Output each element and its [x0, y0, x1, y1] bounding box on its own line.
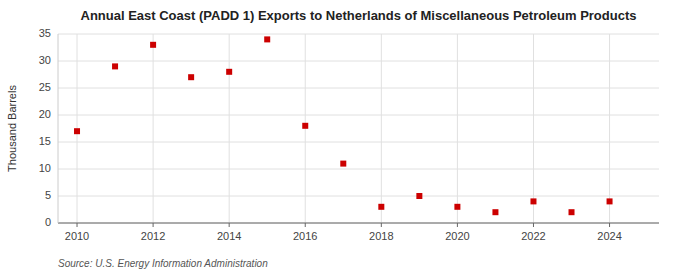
point	[264, 36, 270, 42]
x-tick	[381, 223, 382, 227]
y-grid-line	[58, 223, 659, 224]
x-tick-label: 2022	[521, 230, 545, 242]
x-tick	[533, 223, 534, 227]
x-axis-line	[58, 223, 659, 224]
x-tick-label: 2010	[65, 230, 89, 242]
y-grid-line	[58, 196, 659, 197]
x-grid-line	[153, 34, 154, 223]
y-axis-line	[58, 34, 59, 223]
y-tick-label: 15	[39, 135, 51, 147]
point	[454, 204, 460, 210]
point	[378, 204, 384, 210]
title: Annual East Coast (PADD 1) Exports to Ne…	[81, 8, 637, 23]
point	[188, 74, 194, 80]
y-grid-line	[58, 142, 659, 143]
source: Source: U.S. Energy Information Administ…	[58, 258, 268, 269]
point	[607, 198, 613, 204]
x-tick-label: 2016	[293, 230, 317, 242]
points	[74, 36, 613, 215]
y-grid-line	[58, 169, 659, 170]
x-grid-line	[457, 34, 458, 223]
point	[74, 128, 80, 134]
point	[492, 209, 498, 215]
x-grid-line	[533, 34, 534, 223]
y-tick-label: 25	[39, 81, 51, 93]
point	[569, 209, 575, 215]
x-tick-label: 2018	[369, 230, 393, 242]
point	[340, 161, 346, 167]
y-tick-label: 35	[39, 27, 51, 39]
grid	[58, 34, 659, 223]
x-tick-label: 2024	[597, 230, 621, 242]
x-tick	[457, 223, 458, 227]
y-grid-line	[58, 34, 659, 35]
x-tick	[609, 223, 610, 227]
x-tick	[229, 223, 230, 227]
x-grid-line	[229, 34, 230, 223]
point	[302, 123, 308, 129]
y-tick-label: 0	[45, 216, 51, 228]
x-tick-label: 2020	[445, 230, 469, 242]
point	[416, 193, 422, 199]
y-tick-label: 10	[39, 162, 51, 174]
x-grid-line	[609, 34, 610, 223]
point	[226, 69, 232, 75]
x-tick	[305, 223, 306, 227]
background	[0, 0, 675, 275]
y-grid-line	[58, 115, 659, 116]
ticks: 0 5 10 15 20 25 30 35 2010 2012 2014 2016 2018 2020 20…	[39, 27, 622, 242]
x-grid-line	[381, 34, 382, 223]
x-tick	[77, 223, 78, 227]
x-tick	[153, 223, 154, 227]
x-tick-label: 2012	[141, 230, 165, 242]
point	[530, 198, 536, 204]
y-axis-label: Thousand Barrels	[6, 85, 18, 172]
point	[150, 42, 156, 48]
point	[112, 63, 118, 69]
y-tick-label: 5	[45, 189, 51, 201]
y-grid-line	[58, 88, 659, 89]
y-grid-line	[58, 61, 659, 62]
x-tick-label: 2014	[217, 230, 241, 242]
y-tick-label: 30	[39, 54, 51, 66]
y-tick-label: 20	[39, 108, 51, 120]
